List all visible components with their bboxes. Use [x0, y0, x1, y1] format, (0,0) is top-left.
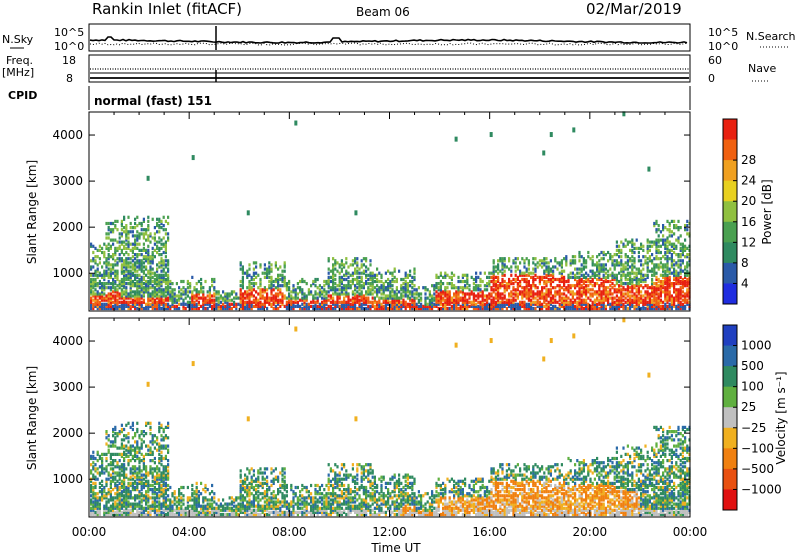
power-colorbar-tick: 16 [741, 215, 756, 229]
nsky-label: N.Sky [2, 33, 34, 46]
velocity-ytick-label: 2000 [52, 426, 83, 440]
colorbar-swatch [723, 366, 737, 388]
freq-panel: Freq. [MHz] 18 8 60 0 Nave [2, 54, 776, 85]
time-tick-label: 12:00 [372, 525, 407, 539]
noise-left-tick-bottom: 10^0 [54, 40, 84, 53]
velocity-colorbar-label: Velocity [m s⁻¹] [774, 371, 788, 464]
noise-right-tick-top: 10^5 [708, 26, 738, 39]
velocity-colorbar-tick: 1000 [741, 339, 772, 353]
power-colorbar: 4 8 12 16 20 24 28 [722, 118, 756, 305]
freq-label: Freq. [6, 54, 33, 67]
power-panel: 1000 2000 3000 4000 Slant Range [km] 4 8 12 16… [25, 111, 774, 312]
velocity-ylabel: Slant Range [km] [25, 366, 39, 470]
velocity-ytick-label: 1000 [52, 472, 83, 486]
nave-label: Nave [748, 62, 776, 75]
freq-left-tick-bottom: 8 [66, 72, 73, 85]
colorbar-swatch [723, 448, 737, 470]
xaxis-label: Time UT [370, 541, 421, 554]
velocity-panel: 1000 2000 3000 4000 Slant Range [km] 1000 50… [25, 317, 788, 518]
noise-panel: N.Sky 10^5 10^0 10^5 10^0 N.Search [2, 23, 796, 53]
time-tick-label: 16:00 [472, 525, 507, 539]
colorbar-swatch [723, 325, 737, 347]
power-colorbar-label: Power [dB] [760, 179, 774, 244]
noise-right-tick-bottom: 10^0 [708, 40, 738, 53]
colorbar-swatch [723, 201, 737, 223]
velocity-colorbar-tick: −100 [741, 441, 774, 455]
power-colorbar-tick: 24 [741, 174, 756, 188]
time-tick-label: 08:00 [272, 525, 307, 539]
nsearch-label: N.Search [746, 30, 796, 43]
noise-left-tick-top: 10^5 [54, 26, 84, 39]
colorbar-swatch [723, 468, 737, 490]
time-tick-label: 04:00 [172, 525, 207, 539]
power-colorbar-tick: 4 [741, 276, 749, 290]
colorbar-swatch [723, 489, 737, 511]
freq-unit-label: [MHz] [2, 66, 34, 79]
colorbar-swatch [723, 180, 737, 202]
velocity-ytick-label: 3000 [52, 380, 83, 394]
beam-label: Beam 06 [356, 5, 410, 19]
colorbar-swatch [723, 221, 737, 243]
colorbar-swatch [723, 262, 737, 284]
time-tick-label: 00:00 [673, 525, 708, 539]
colorbar-swatch [723, 119, 737, 141]
freq-right-tick-bottom: 0 [708, 72, 715, 85]
colorbar-swatch [723, 386, 737, 408]
colorbar-swatch [723, 139, 737, 161]
power-ytick-label: 4000 [52, 128, 83, 142]
cpid-mode-text: normal (fast) 151 [94, 94, 212, 108]
velocity-ytick-label: 4000 [52, 334, 83, 348]
time-axis: 00:00 04:00 08:00 12:00 16:00 20:00 00:00 [72, 112, 708, 539]
cpid-panel: CPID normal (fast) 151 [8, 86, 691, 110]
power-ytick-label: 3000 [52, 174, 83, 188]
power-ylabel: Slant Range [km] [25, 160, 39, 264]
cpid-label: CPID [8, 89, 37, 102]
velocity-data-layer [90, 317, 691, 517]
colorbar-swatch [723, 242, 737, 264]
power-ytick-label: 2000 [52, 220, 83, 234]
colorbar-swatch [723, 407, 737, 429]
velocity-colorbar-tick: 25 [741, 400, 756, 414]
time-tick-label: 20:00 [573, 525, 608, 539]
power-ytick-label: 1000 [52, 266, 83, 280]
station-title: Rankin Inlet (fitACF) [92, 0, 242, 18]
colorbar-swatch [723, 283, 737, 305]
freq-right-tick-top: 60 [708, 54, 722, 67]
date-label: 02/Mar/2019 [586, 0, 682, 18]
colorbar-swatch [723, 160, 737, 182]
colorbar-swatch [723, 427, 737, 449]
freq-left-tick-top: 18 [62, 54, 76, 67]
velocity-colorbar-tick: −500 [741, 462, 774, 476]
velocity-colorbar-tick: 500 [741, 359, 764, 373]
time-tick-label: 00:00 [72, 525, 107, 539]
power-colorbar-tick: 12 [741, 235, 756, 249]
velocity-colorbar: 1000 500 100 25 −25 −100 −500 −1000 [722, 324, 782, 511]
noise-search-line [89, 42, 688, 46]
colorbar-swatch [723, 345, 737, 367]
noise-sky-line [89, 36, 688, 45]
power-colorbar-tick: 20 [741, 194, 756, 208]
velocity-colorbar-tick: 100 [741, 380, 764, 394]
power-colorbar-tick: 8 [741, 256, 749, 270]
velocity-colorbar-tick: −1000 [741, 482, 782, 496]
velocity-colorbar-tick: −25 [741, 421, 766, 435]
power-data-layer [90, 111, 691, 311]
power-colorbar-tick: 28 [741, 153, 756, 167]
